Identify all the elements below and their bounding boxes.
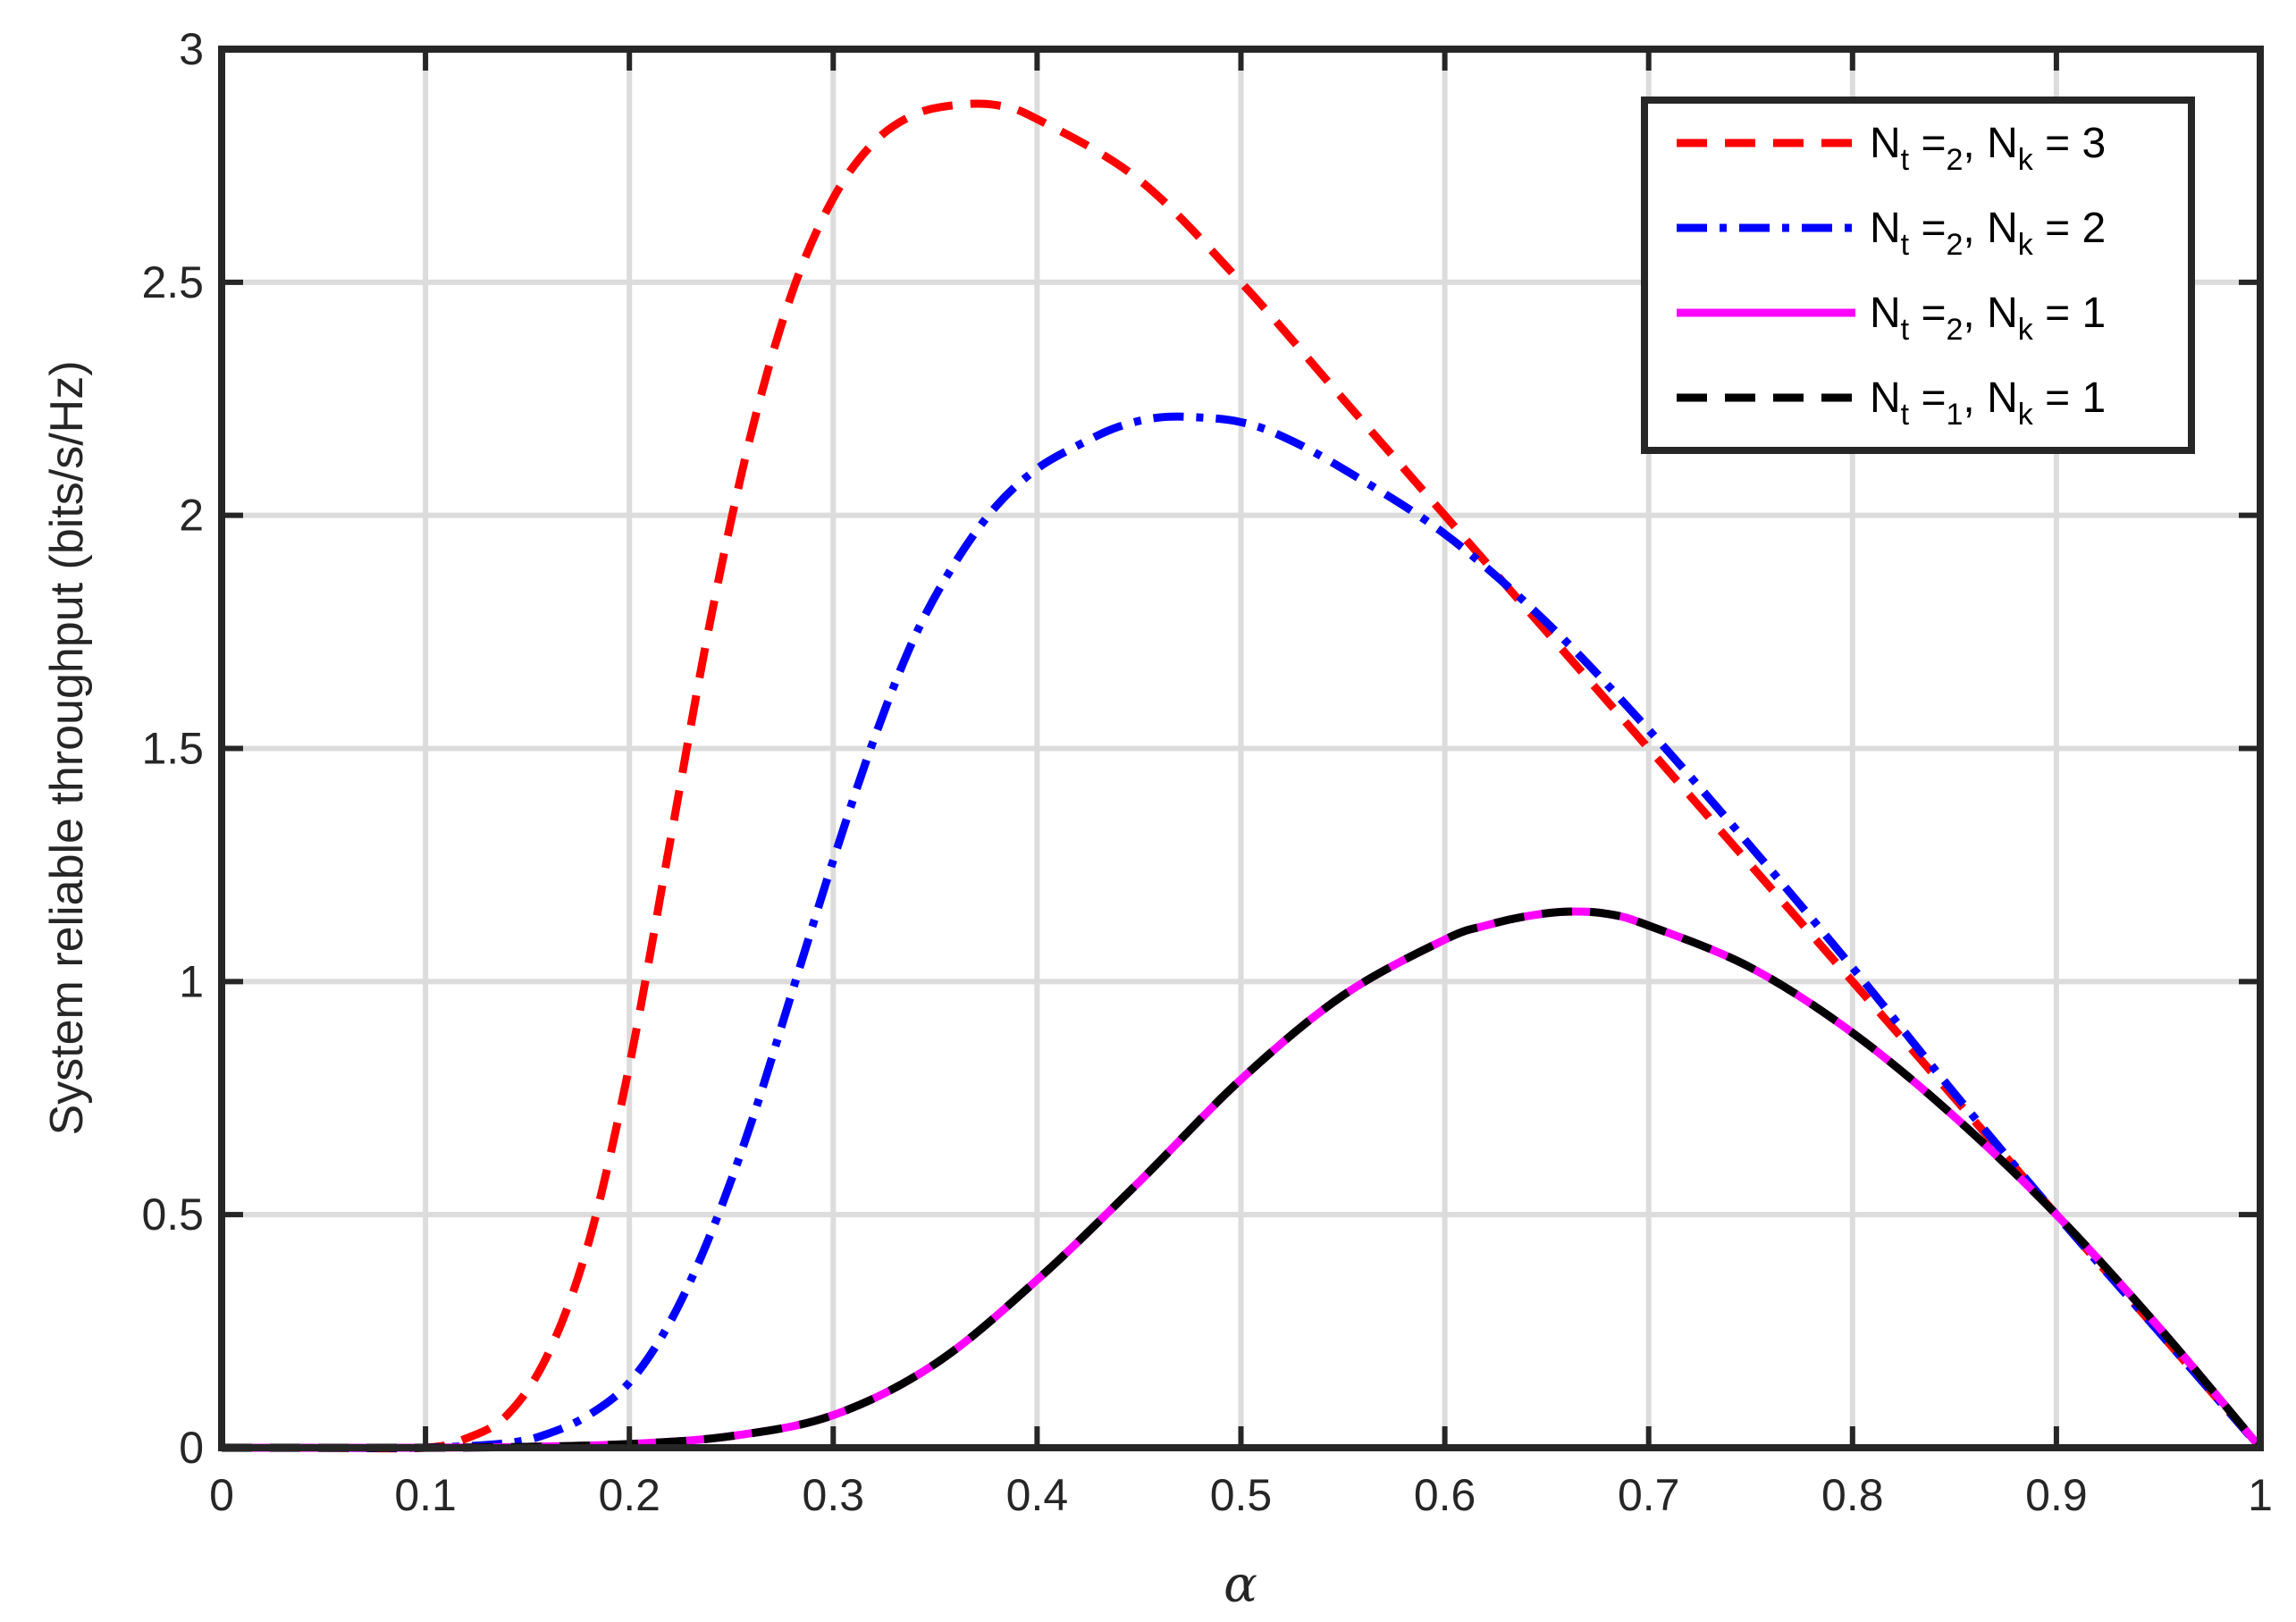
series-line-4: [221, 907, 2264, 1452]
x-tick-label: 1: [2248, 1470, 2273, 1520]
legend-label-3: Nt =2, Nk = 1: [1870, 290, 2106, 347]
x-tick-label: 0.5: [1210, 1470, 1273, 1520]
x-tick-label: 0.1: [394, 1470, 457, 1520]
x-tick-label: 0.6: [1414, 1470, 1476, 1520]
y-tick-label: 2.5: [141, 257, 204, 307]
y-tick-label: 1.5: [141, 724, 204, 774]
y-axis-title: System reliable throughput (bits/s/Hz): [41, 360, 93, 1135]
x-tick-label: 0.9: [2025, 1470, 2088, 1520]
x-tick-label: 0.4: [1006, 1470, 1069, 1520]
tick-labels: 0 0.1 0.2 0.3 0.4 0.5 0.6 0.7 0.8 0.9 1 0 0.5 1 1.5 2 2.…: [141, 24, 2272, 1520]
x-tick-label: 0.7: [1618, 1470, 1680, 1520]
legend-label-2: Nt =2, Nk = 2: [1870, 205, 2106, 262]
x-tick-label: 0: [209, 1470, 234, 1520]
legend-label-1: Nt =2, Nk = 3: [1870, 120, 2106, 177]
legend-box: [1641, 97, 2195, 454]
x-tick-label: 0.8: [1821, 1470, 1884, 1520]
y-tick-label: 2: [179, 491, 204, 541]
series-line-1: [222, 99, 2264, 1453]
legend: Nt =2, Nk = 3 Nt =2, Nk = 2 Nt =2, Nk = 1 N…: [1641, 97, 2195, 454]
y-tick-label: 0.5: [141, 1189, 204, 1240]
legend-label-4: Nt =1, Nk = 1: [1870, 374, 2106, 432]
legend-items: Nt =2, Nk = 3 Nt =2, Nk = 2 Nt =2, Nk = 1 N…: [1677, 120, 2106, 432]
series-line-2: [222, 412, 2264, 1452]
y-tick-label: 3: [179, 24, 204, 74]
tick-marks: [219, 46, 2263, 1450]
series-lines: [221, 99, 2264, 1453]
x-tick-label: 0.2: [598, 1470, 660, 1520]
y-tick-label: 0: [179, 1423, 204, 1473]
x-tick-label: 0.3: [803, 1470, 865, 1520]
x-axis-title: α: [1224, 1556, 1257, 1614]
y-tick-label: 1: [179, 956, 204, 1006]
